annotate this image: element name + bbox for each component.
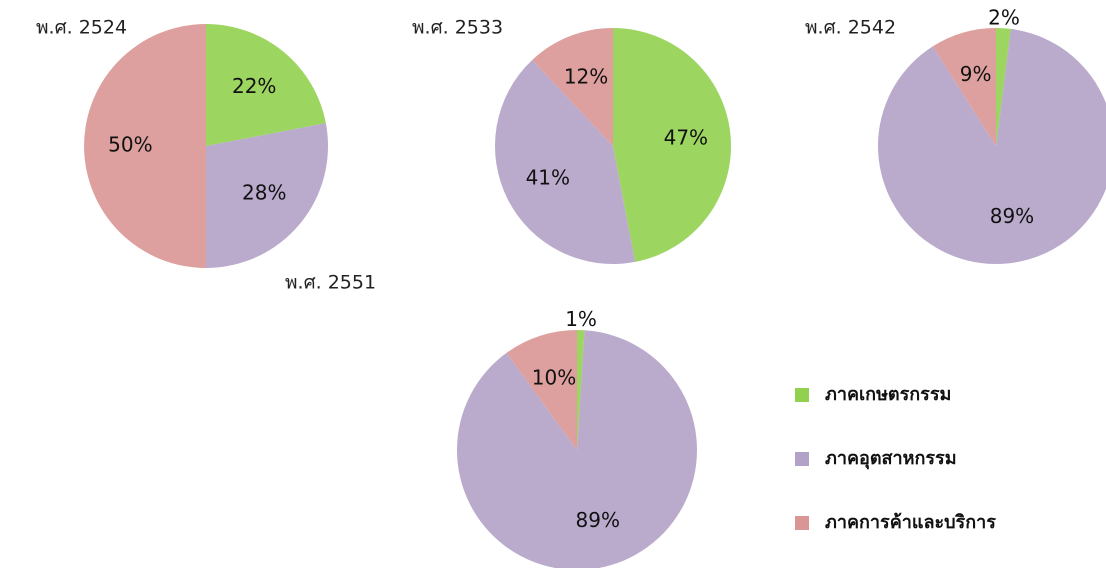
pie-title: พ.ศ. 2524 — [36, 17, 127, 39]
legend-label: ภาคอุตสาหกรรม — [825, 448, 957, 470]
slice-label: 1% — [565, 307, 597, 331]
pie-title: พ.ศ. 2551 — [285, 272, 376, 294]
slice-label: 28% — [242, 181, 286, 205]
slice-label: 89% — [576, 508, 620, 532]
slice-label: 9% — [960, 62, 992, 86]
legend-label: ภาคการค้าและบริการ — [825, 512, 996, 533]
legend-swatch — [795, 516, 809, 530]
pie-title: พ.ศ. 2542 — [805, 17, 896, 39]
slice-label: 89% — [990, 204, 1034, 228]
slice-label: 12% — [564, 64, 608, 88]
legend-label: ภาคเกษตรกรรม — [825, 384, 951, 405]
slice-label: 22% — [232, 74, 276, 98]
slice-label: 10% — [532, 366, 576, 390]
slice-label: 47% — [664, 126, 708, 150]
slice-label: 41% — [526, 166, 570, 190]
pie-title: พ.ศ. 2533 — [412, 17, 503, 39]
legend-swatch — [795, 452, 809, 466]
slice-label: 50% — [108, 133, 152, 157]
legend-swatch — [795, 388, 809, 402]
chart: พ.ศ. 2524 22% 28% 50% พ.ศ. 2533 47% 41% 12% พ.ศ.… — [0, 0, 1106, 568]
slice-label: 2% — [988, 5, 1020, 29]
